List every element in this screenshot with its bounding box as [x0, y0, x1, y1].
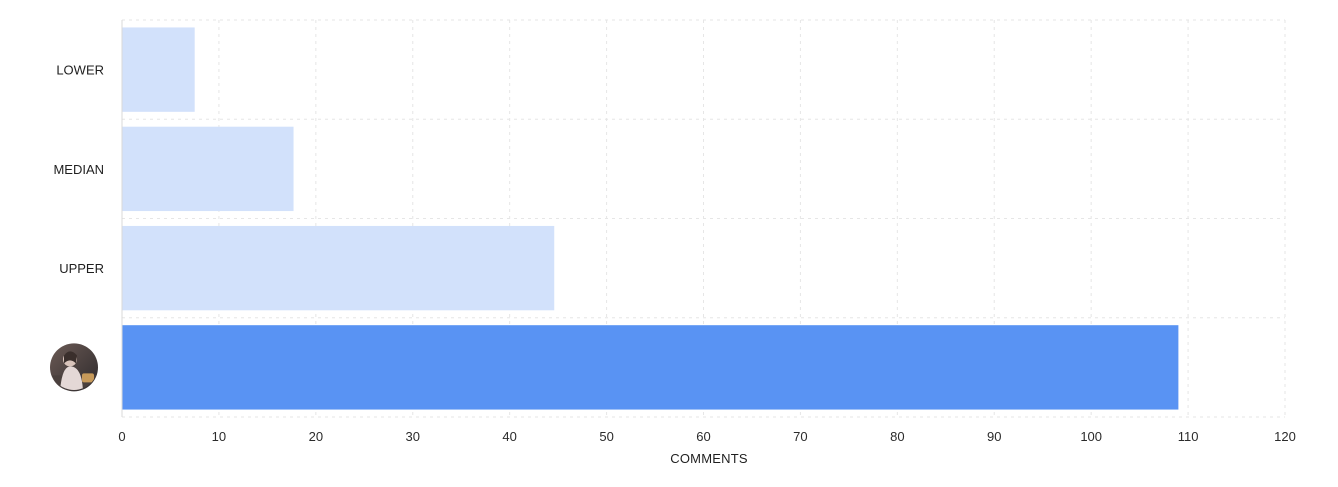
x-tick-label: 80 [890, 429, 904, 444]
x-tick-label: 50 [599, 429, 613, 444]
bar-upper [122, 225, 555, 311]
x-tick-label: 120 [1274, 429, 1296, 444]
x-tick-label: 100 [1080, 429, 1102, 444]
bar-highlight [122, 325, 1179, 410]
category-labels: LOWER MEDIAN UPPER [50, 63, 104, 392]
x-axis-title: COMMENTS [670, 451, 748, 466]
category-label-median: MEDIAN [53, 162, 104, 177]
bar-lower [122, 27, 195, 112]
bar-median [122, 126, 294, 212]
x-tick-label: 30 [406, 429, 420, 444]
x-tick-label: 0 [118, 429, 125, 444]
x-tick-label: 70 [793, 429, 807, 444]
x-tick-label: 40 [502, 429, 516, 444]
x-tick-label: 90 [987, 429, 1001, 444]
category-label-upper: UPPER [59, 261, 104, 276]
bars [122, 27, 1179, 410]
x-tick-label: 110 [1178, 429, 1199, 444]
category-label-lower: LOWER [56, 63, 104, 78]
x-axis: 0 10 20 30 40 50 60 70 80 90 100 110 120 [118, 20, 1296, 444]
x-tick-label: 60 [696, 429, 710, 444]
x-tick-label: 20 [309, 429, 323, 444]
x-tick-label: 10 [212, 429, 226, 444]
user-avatar-icon [50, 343, 98, 392]
